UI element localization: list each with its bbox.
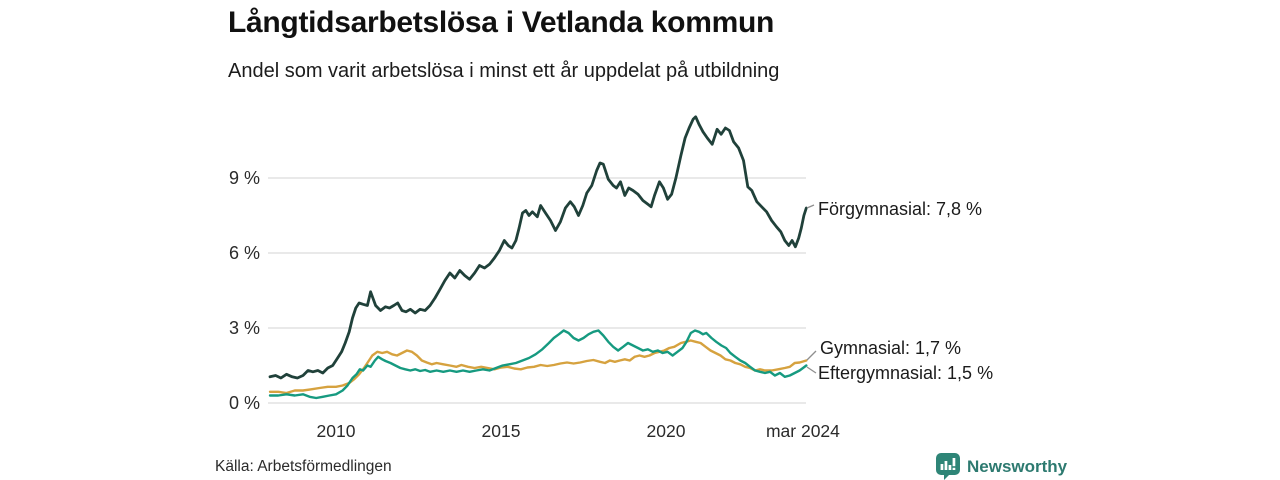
y-tick-label: 0 % xyxy=(228,393,260,413)
line-förgymnasial xyxy=(268,115,808,380)
x-tick-label: 2015 xyxy=(481,421,521,441)
x-tick-label: mar 2024 xyxy=(765,421,840,441)
y-tick-label: 6 % xyxy=(228,243,260,263)
label-connector xyxy=(806,366,817,374)
series-label-gymnasial: Gymnasial: 1,7 % xyxy=(820,338,962,358)
page-subtitle: Andel som varit arbetslösa i minst ett å… xyxy=(228,60,780,82)
y-tick-label: 3 % xyxy=(228,318,260,338)
brand-name: Newsworthy xyxy=(967,456,1068,476)
source-note: Källa: Arbetsförmedlingen xyxy=(215,458,392,475)
series-label-eftergymnasial: Eftergymnasial: 1,5 % xyxy=(818,363,994,383)
line-eftergymnasial xyxy=(268,329,808,400)
series-label-forgymnasial: Förgymnasial: 7,8 % xyxy=(818,199,983,219)
y-tick-label: 9 % xyxy=(228,168,260,188)
page-title: Långtidsarbetslösa i Vetlanda kommun xyxy=(228,6,775,39)
x-tick-label: 2010 xyxy=(316,421,356,441)
newsworthy-logo-icon xyxy=(936,453,960,480)
line-gymnasial xyxy=(268,339,808,395)
label-connector xyxy=(806,204,815,209)
label-connector xyxy=(806,350,817,361)
x-tick-label: 2020 xyxy=(646,421,686,441)
brand: Newsworthy xyxy=(936,453,1067,480)
